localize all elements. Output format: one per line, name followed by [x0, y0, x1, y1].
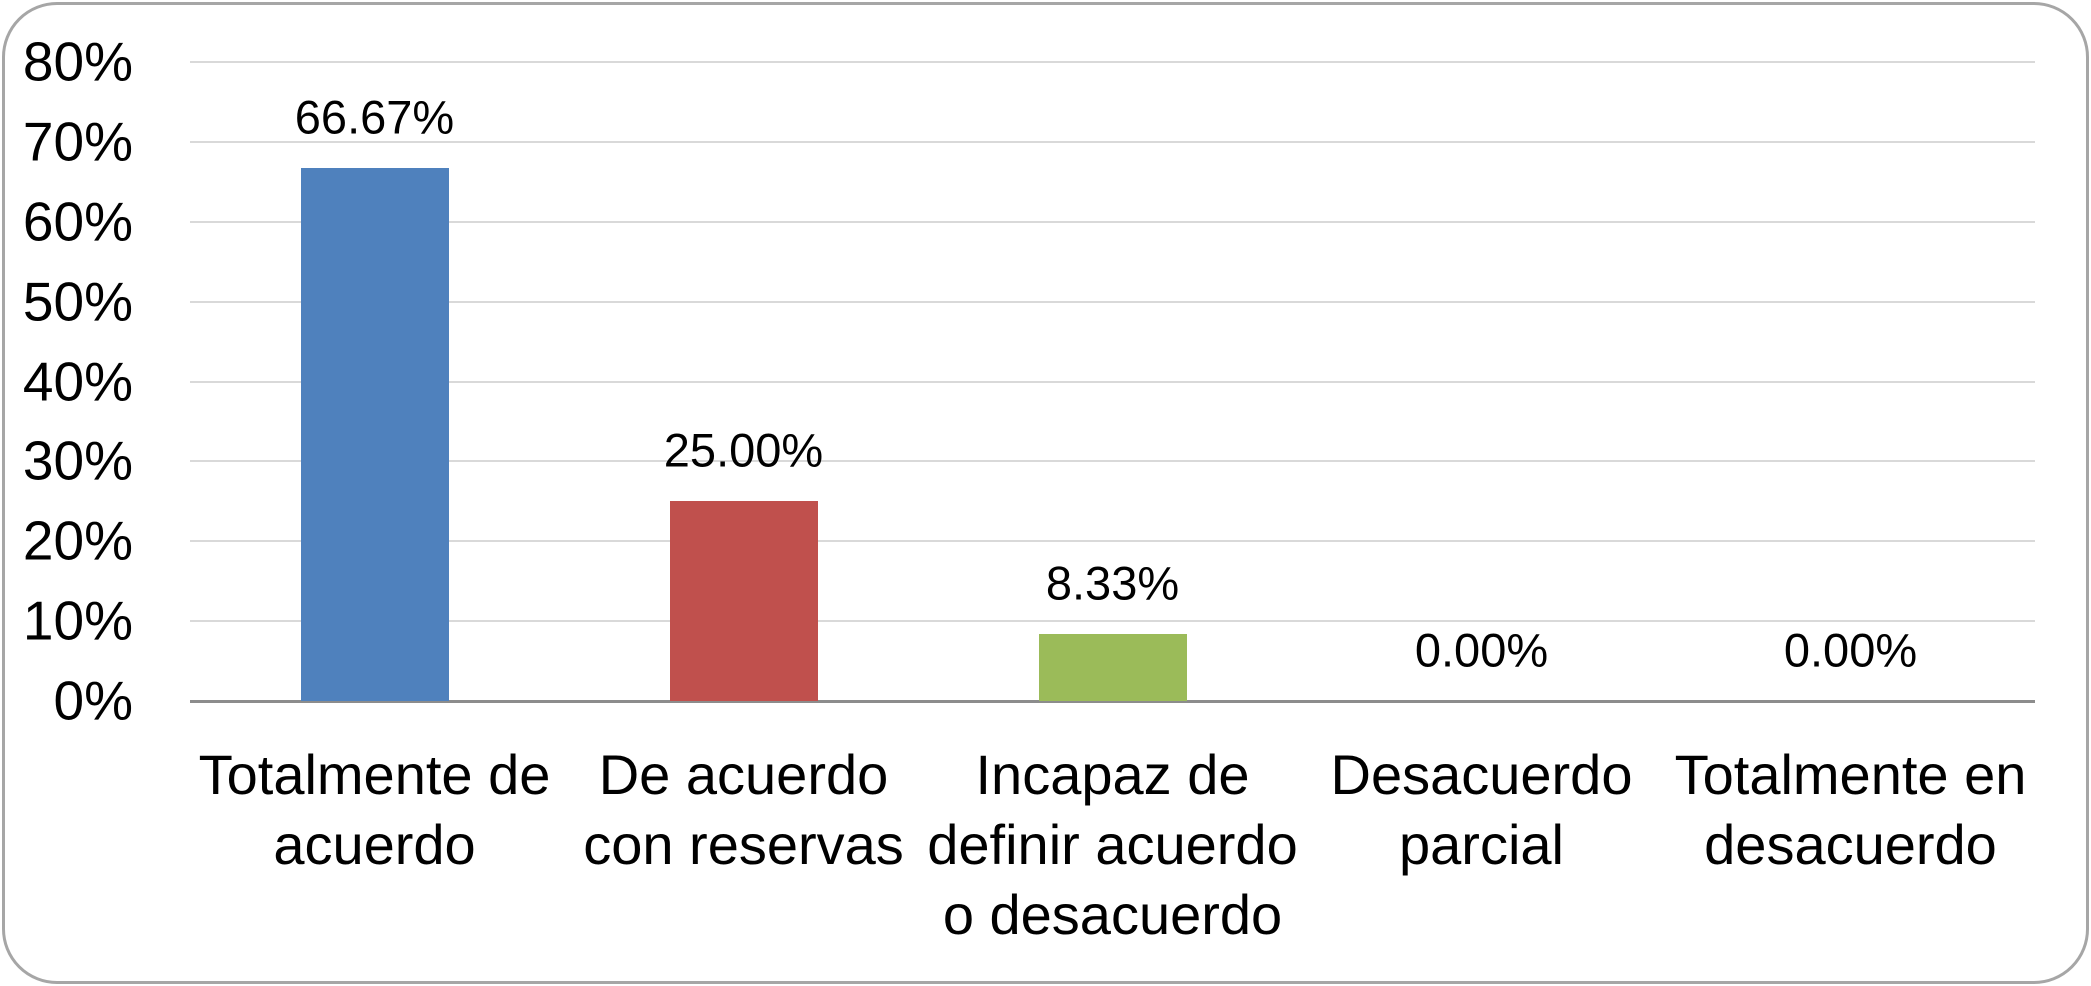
y-axis-tick-label: 60%	[22, 190, 133, 253]
data-label-de-acuerdo-con-reservas: 25.00%	[663, 423, 824, 477]
x-axis-category-label-totalmente-en-desacuerdo: Totalmente en desacuerdo	[1611, 740, 2091, 880]
y-axis-tick-label: 40%	[22, 350, 133, 412]
bar-de-acuerdo-con-reservas	[669, 501, 818, 701]
x-axis-line	[190, 700, 2035, 703]
data-label-totalmente-de-acuerdo: 66.67%	[294, 90, 455, 144]
x-axis-label-line: acuerdo	[273, 813, 476, 876]
data-label-totalmente-en-desacuerdo: 0.00%	[1783, 623, 1918, 677]
y-gridline	[190, 220, 2035, 223]
x-axis-label-line: De acuerdo	[598, 743, 889, 806]
x-axis-label-line: o desacuerdo	[942, 883, 1283, 946]
x-axis-label-line: definir acuerdo	[927, 813, 1298, 876]
x-axis-label-line: Incapaz de	[975, 743, 1250, 806]
x-axis-label-line: con reservas	[583, 813, 904, 876]
x-axis-category-label-de-acuerdo-con-reservas: De acuerdo con reservas	[504, 740, 984, 880]
x-axis-label-line: parcial	[1399, 813, 1564, 876]
y-gridline	[190, 540, 2035, 543]
x-axis-category-label-desacuerdo-parcial: Desacuerdo parcial	[1242, 740, 1722, 880]
y-axis-tick-label: 0%	[53, 669, 134, 732]
data-label-incapaz-de-definir-acuerdo-o-desacuerdo: 8.33%	[1045, 556, 1180, 610]
x-axis-category-label-totalmente-de-acuerdo: Totalmente de acuerdo	[135, 740, 615, 880]
y-gridline	[190, 140, 2035, 143]
y-gridline	[190, 620, 2035, 623]
bar-incapaz-de-definir-acuerdo-o-desacuerdo	[1038, 634, 1187, 701]
y-axis-tick-label: 70%	[22, 110, 133, 173]
x-axis-label-line: Totalmente en	[1674, 743, 2027, 806]
y-axis-tick-label: 80%	[22, 30, 133, 93]
data-label-desacuerdo-parcial: 0.00%	[1414, 623, 1549, 677]
x-axis-label-line: desacuerdo	[1704, 813, 1997, 876]
bar-totalmente-de-acuerdo	[300, 168, 449, 701]
x-axis-label-line: Desacuerdo	[1330, 743, 1633, 806]
x-axis-category-label-incapaz-de-definir-acuerdo-o-desacuerdo: Incapaz de definir acuerdo o desacuerdo	[873, 740, 1353, 950]
y-axis-tick-label: 50%	[22, 270, 133, 333]
y-gridline	[190, 300, 2035, 303]
y-gridline	[190, 460, 2035, 463]
x-axis-label-line: Totalmente de	[198, 743, 551, 806]
y-axis-tick-label: 20%	[22, 509, 133, 572]
y-axis-tick-label: 30%	[22, 429, 133, 492]
y-gridline	[190, 380, 2035, 383]
y-gridline	[190, 61, 2035, 63]
y-axis-tick-label: 10%	[22, 589, 133, 652]
